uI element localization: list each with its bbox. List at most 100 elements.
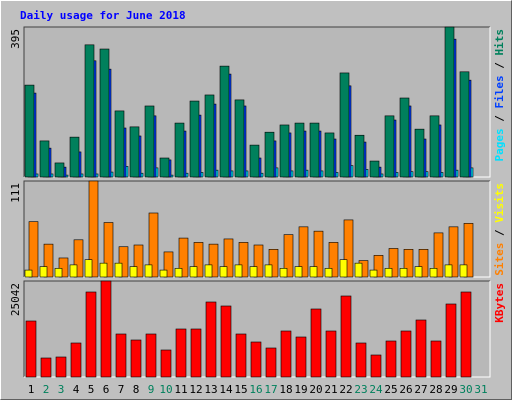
bar (463, 223, 474, 278)
bar (84, 259, 93, 278)
bar (28, 221, 39, 278)
bar (100, 280, 112, 378)
bar (73, 239, 84, 278)
bar (99, 262, 108, 278)
bar (369, 269, 378, 278)
bar (354, 134, 365, 178)
bar (39, 266, 48, 278)
bar (369, 160, 380, 178)
bar (370, 354, 382, 378)
bar (130, 339, 142, 378)
bar (70, 342, 82, 378)
bar (309, 122, 320, 178)
bar (343, 219, 354, 278)
bar (399, 97, 410, 178)
x-tick-label: 17 (264, 383, 277, 396)
bar (204, 264, 213, 278)
bar (444, 264, 453, 278)
x-tick-label: 14 (219, 383, 233, 396)
bar (310, 308, 322, 378)
legend-entry: Visits (493, 183, 506, 223)
legend-entry: Sites (493, 243, 506, 276)
bar (328, 242, 339, 278)
bar (339, 259, 348, 278)
bar (54, 162, 65, 178)
bar (399, 268, 408, 278)
bar (279, 268, 288, 278)
legend-entry: Files (493, 75, 506, 108)
bar (234, 99, 245, 178)
bar (144, 264, 153, 278)
bar (235, 333, 247, 378)
bar (208, 243, 219, 278)
bar (25, 320, 37, 378)
x-tick-label: 18 (279, 383, 292, 396)
bar (39, 140, 50, 178)
bar (414, 266, 423, 278)
x-tick-label: 24 (369, 383, 383, 396)
x-tick-label: 19 (294, 383, 307, 396)
bar (253, 244, 264, 278)
bar (325, 330, 337, 378)
x-tick-label: 3 (58, 383, 65, 396)
bar (429, 268, 438, 278)
bar (238, 242, 249, 278)
bar (294, 266, 303, 278)
x-tick-label: 20 (309, 383, 322, 396)
bar (178, 237, 189, 278)
x-tick-label: 30 (459, 383, 472, 396)
x-tick-label: 5 (88, 383, 95, 396)
legend-separator: / (493, 223, 506, 243)
bar (459, 264, 468, 278)
bar (114, 262, 123, 278)
bar (160, 349, 172, 378)
bar (418, 249, 429, 278)
bar (264, 264, 273, 278)
bar (430, 340, 442, 378)
x-tick-label: 10 (159, 383, 172, 396)
bar (133, 244, 144, 278)
bar (280, 330, 292, 378)
bar (354, 262, 363, 278)
bar (175, 328, 187, 378)
legend-entry: KBytes (493, 283, 506, 323)
bar (459, 71, 470, 178)
bar (99, 48, 110, 178)
bar (159, 157, 170, 178)
legend-separator: / (493, 56, 506, 76)
bar (58, 257, 69, 278)
bar (174, 268, 183, 278)
bar (115, 333, 127, 378)
x-tick-label: 22 (339, 383, 352, 396)
bar (249, 144, 260, 178)
x-tick-label: 6 (103, 383, 110, 396)
bar (324, 132, 335, 178)
bar (444, 26, 455, 178)
bar (433, 232, 444, 278)
bar (84, 44, 95, 178)
bar (295, 336, 307, 378)
max-label: 111 (9, 183, 22, 203)
bar (54, 268, 63, 278)
legend: KBytes (493, 283, 506, 323)
x-tick-label: 31 (474, 383, 487, 396)
bar (204, 94, 215, 178)
x-tick-label: 21 (324, 383, 337, 396)
bar (114, 110, 125, 178)
bar (69, 264, 78, 278)
bar (414, 128, 425, 178)
x-tick-label: 9 (148, 383, 155, 396)
bar (129, 266, 138, 278)
max-label: 25042 (9, 283, 22, 316)
bar (223, 238, 234, 278)
bar (388, 248, 399, 278)
bar (189, 266, 198, 278)
legend: Pages / Files / Hits (493, 29, 506, 162)
legend-entry: Pages (493, 128, 506, 161)
bar (55, 356, 67, 378)
x-tick-label: 7 (118, 383, 125, 396)
x-tick-label: 4 (73, 383, 80, 396)
x-tick-label: 2 (43, 383, 50, 396)
bar (174, 122, 185, 178)
